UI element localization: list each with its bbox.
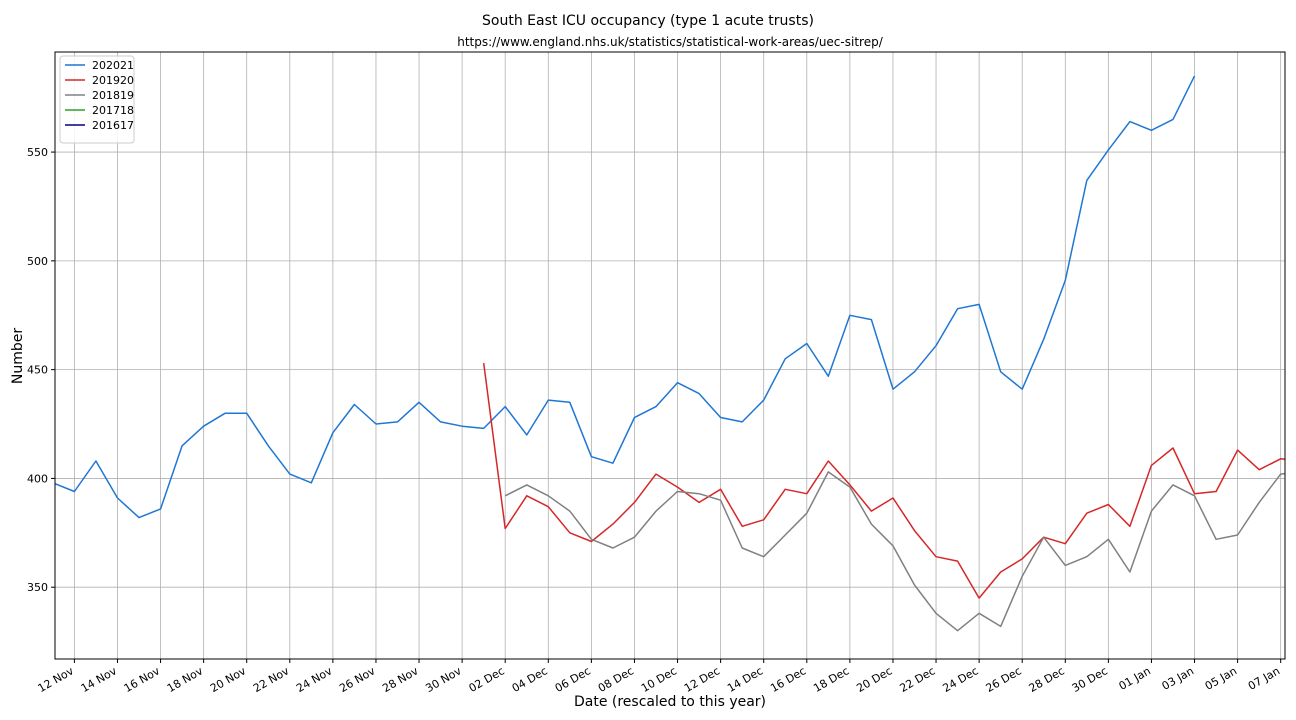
legend-box xyxy=(59,55,135,144)
chart-subtitle: https://www.england.nhs.uk/statistics/st… xyxy=(457,35,883,49)
x-tick-label: 10 Dec xyxy=(639,664,679,695)
x-tick-label: 24 Dec xyxy=(941,664,981,695)
y-axis-label: Number xyxy=(10,328,26,384)
y-tick-label: 350 xyxy=(27,581,48,594)
legend: 202021 201920 201819 201718 201617 xyxy=(59,55,135,144)
series-lines xyxy=(55,75,1285,632)
x-tick-label: 26 Nov xyxy=(337,664,378,695)
series-line-201920 xyxy=(482,363,1285,599)
x-tick-label: 16 Nov xyxy=(122,664,163,695)
x-tick-label: 12 Nov xyxy=(36,664,77,695)
x-tick-label: 04 Dec xyxy=(510,664,550,695)
x-tick-label: 22 Dec xyxy=(897,664,937,695)
x-tick-label: 26 Dec xyxy=(984,664,1024,695)
y-tick-label: 550 xyxy=(27,146,48,159)
x-tick-label: 01 Jan xyxy=(1117,664,1153,692)
plot-frame xyxy=(54,51,1286,660)
x-tick-label: 14 Dec xyxy=(725,664,765,695)
legend-entry: 201920 xyxy=(92,74,134,87)
x-tick-label: 20 Dec xyxy=(854,664,894,695)
x-tick-label: 12 Dec xyxy=(682,664,722,695)
x-axis-ticks: 12 Nov 14 Nov 16 Nov 18 Nov 20 Nov 22 Nov 24 N… xyxy=(36,659,1282,695)
x-tick-label: 07 Jan xyxy=(1246,664,1282,692)
x-tick-label: 05 Jan xyxy=(1203,664,1239,692)
x-tick-label: 06 Dec xyxy=(553,664,593,695)
x-tick-label: 24 Nov xyxy=(294,664,335,695)
x-tick-label: 30 Dec xyxy=(1070,664,1110,695)
y-tick-label: 500 xyxy=(27,255,48,268)
legend-entry: 201819 xyxy=(92,89,134,102)
x-tick-label: 08 Dec xyxy=(596,664,636,695)
x-tick-label: 22 Nov xyxy=(251,664,292,695)
x-tick-label: 18 Dec xyxy=(811,664,851,695)
legend-entry: 202021 xyxy=(92,59,134,72)
x-tick-label: 02 Dec xyxy=(467,664,507,695)
x-tick-label: 14 Nov xyxy=(79,664,120,695)
x-tick-label: 03 Jan xyxy=(1160,664,1196,692)
y-axis-ticks: 350 400 450 500 550 xyxy=(27,146,55,594)
grid-lines xyxy=(55,52,1285,659)
series-line-201819 xyxy=(504,471,1285,632)
legend-entry: 201617 xyxy=(92,119,134,132)
x-axis-label: Date (rescaled to this year) xyxy=(574,694,766,710)
chart-title: South East ICU occupancy (type 1 acute t… xyxy=(482,13,814,29)
legend-entry: 201718 xyxy=(92,104,134,117)
y-tick-label: 450 xyxy=(27,364,48,377)
series-line-202021 xyxy=(55,75,1196,519)
x-tick-label: 18 Nov xyxy=(165,664,206,695)
x-tick-label: 16 Dec xyxy=(768,664,808,695)
x-tick-label: 20 Nov xyxy=(208,664,249,695)
y-tick-label: 400 xyxy=(27,472,48,485)
x-tick-label: 28 Dec xyxy=(1027,664,1067,695)
x-tick-label: 28 Nov xyxy=(380,664,421,695)
x-tick-label: 30 Nov xyxy=(423,664,464,695)
